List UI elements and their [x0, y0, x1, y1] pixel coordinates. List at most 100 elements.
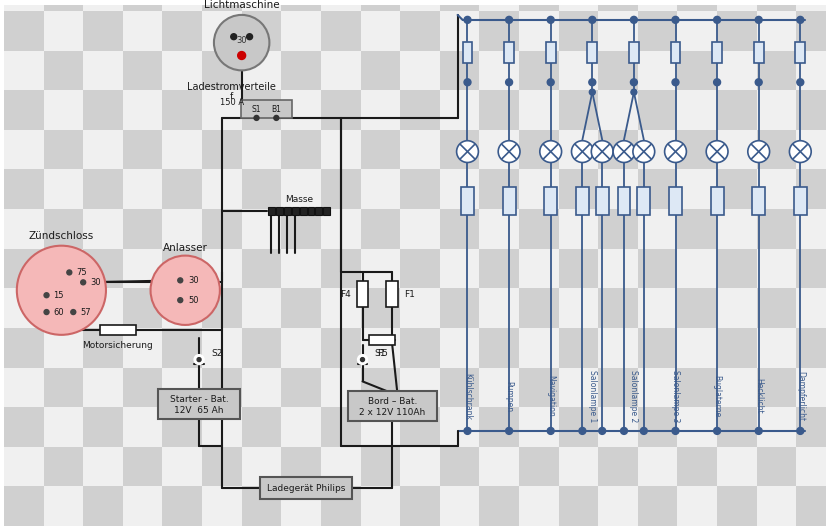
FancyBboxPatch shape [462, 42, 472, 64]
Bar [4, 328, 43, 368]
Bar [638, 90, 677, 130]
Bar [598, 50, 638, 90]
Bar [677, 50, 717, 90]
Bar [83, 368, 123, 407]
Bar [796, 288, 830, 328]
Bar [321, 288, 360, 328]
Circle shape [457, 140, 478, 163]
Bar [677, 11, 717, 50]
Bar [796, 11, 830, 50]
Bar [757, 249, 796, 288]
Bar [242, 90, 281, 130]
Bar [677, 487, 717, 526]
Bar [202, 130, 242, 169]
Bar [519, 50, 559, 90]
Text: F4: F4 [339, 290, 350, 299]
Circle shape [17, 246, 106, 335]
Bar [163, 487, 202, 526]
FancyBboxPatch shape [284, 207, 290, 216]
Bar [677, 288, 717, 328]
Bar [757, 328, 796, 368]
Bar [519, 90, 559, 130]
Text: 57: 57 [81, 308, 90, 317]
Bar [717, 487, 757, 526]
Bar [360, 249, 400, 288]
Text: B1: B1 [271, 105, 281, 114]
Bar [4, 209, 43, 249]
Bar [717, 249, 757, 288]
Bar [480, 288, 519, 328]
Bar [717, 50, 757, 90]
Bar [163, 209, 202, 249]
Circle shape [789, 140, 811, 163]
Bar [559, 487, 598, 526]
Bar [757, 50, 796, 90]
Bar [400, 249, 440, 288]
Bar [519, 288, 559, 328]
Bar [4, 130, 43, 169]
Text: 150 A: 150 A [220, 97, 244, 107]
Bar [281, 11, 321, 50]
Bar [796, 169, 830, 209]
Text: Navigation: Navigation [546, 376, 555, 417]
Bar [677, 368, 717, 407]
Bar [400, 288, 440, 328]
Bar [717, 407, 757, 447]
FancyBboxPatch shape [671, 42, 681, 64]
Circle shape [540, 140, 562, 163]
Bar [4, 447, 43, 487]
Bar [598, 0, 638, 11]
Text: Buglaterne: Buglaterne [713, 375, 721, 417]
FancyBboxPatch shape [712, 42, 722, 64]
Bar [519, 447, 559, 487]
Bar [83, 169, 123, 209]
Circle shape [360, 358, 364, 361]
Bar [440, 11, 480, 50]
Text: Anlasser: Anlasser [163, 242, 208, 252]
Bar [281, 209, 321, 249]
Bar [440, 209, 480, 249]
Bar [598, 90, 638, 130]
Circle shape [797, 79, 803, 86]
Bar [638, 11, 677, 50]
Circle shape [640, 428, 647, 434]
Circle shape [71, 310, 76, 315]
Bar [163, 249, 202, 288]
Text: Starter - Bat.: Starter - Bat. [169, 394, 228, 404]
Bar [638, 50, 677, 90]
Text: Dampferlicht: Dampferlicht [796, 371, 805, 421]
Bar [202, 50, 242, 90]
Bar [4, 90, 43, 130]
Circle shape [464, 79, 471, 86]
Bar [440, 90, 480, 130]
Text: S1: S1 [374, 349, 386, 358]
Text: Ladestromverteile: Ladestromverteile [188, 82, 276, 92]
Bar [83, 407, 123, 447]
Bar [360, 0, 400, 11]
Bar [757, 487, 796, 526]
Bar [559, 328, 598, 368]
Text: 75: 75 [76, 268, 87, 277]
Bar [796, 50, 830, 90]
Circle shape [254, 115, 259, 120]
Bar [440, 368, 480, 407]
Bar [796, 90, 830, 130]
Bar [163, 368, 202, 407]
Bar [83, 90, 123, 130]
Circle shape [358, 355, 368, 365]
Bar [83, 130, 123, 169]
Bar [321, 407, 360, 447]
Bar [43, 368, 83, 407]
Bar [638, 407, 677, 447]
Bar [757, 90, 796, 130]
Bar [43, 407, 83, 447]
Circle shape [714, 16, 720, 23]
Bar [360, 487, 400, 526]
Circle shape [631, 16, 637, 23]
Bar [796, 0, 830, 11]
Circle shape [714, 79, 720, 86]
Bar [4, 50, 43, 90]
Bar [281, 169, 321, 209]
Text: Kühlschrank: Kühlschrank [463, 373, 472, 420]
Circle shape [633, 140, 655, 163]
